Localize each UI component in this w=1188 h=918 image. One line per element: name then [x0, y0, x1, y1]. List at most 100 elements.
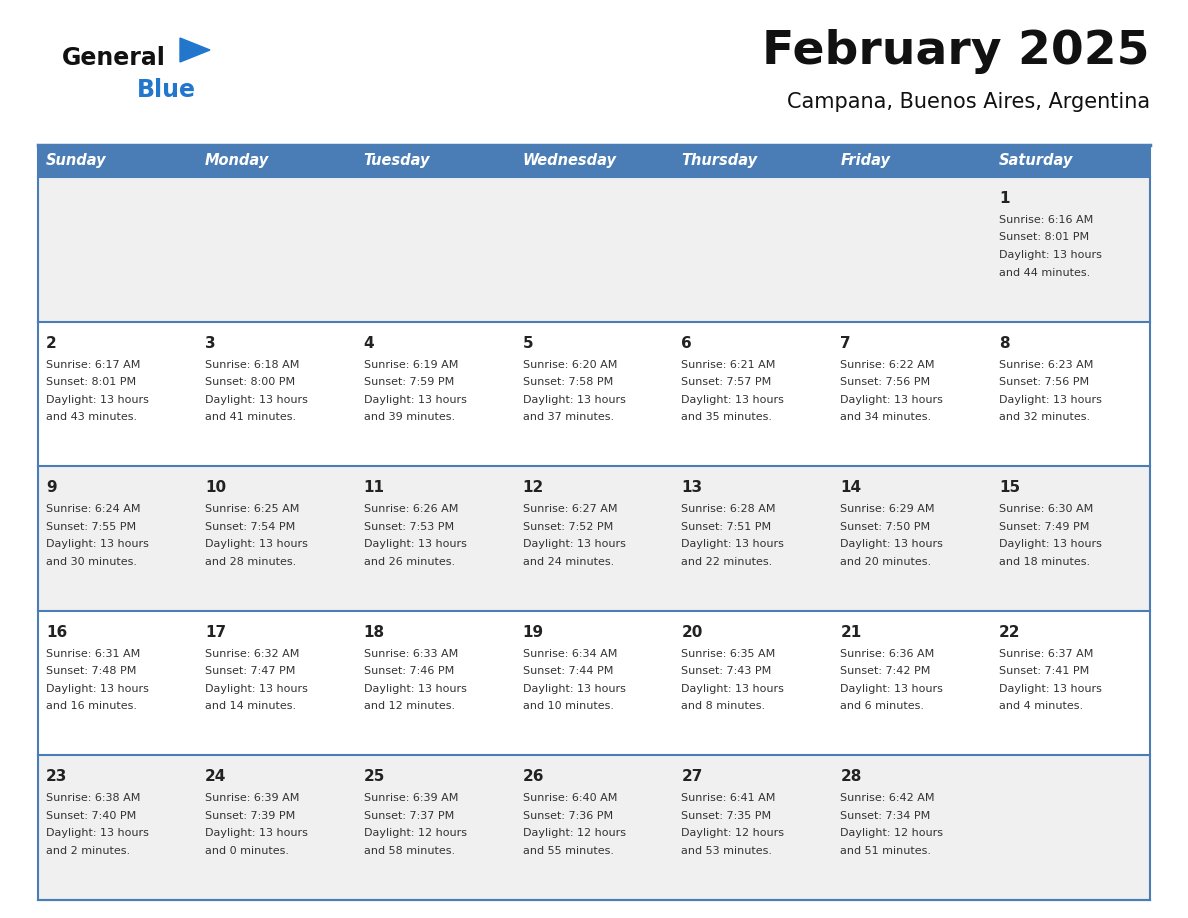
Polygon shape [181, 38, 210, 62]
Text: Sunset: 7:40 PM: Sunset: 7:40 PM [46, 811, 137, 821]
Text: Daylight: 13 hours: Daylight: 13 hours [840, 395, 943, 405]
Text: Daylight: 13 hours: Daylight: 13 hours [840, 539, 943, 549]
Text: Sunset: 7:59 PM: Sunset: 7:59 PM [364, 377, 454, 387]
Text: and 44 minutes.: and 44 minutes. [999, 267, 1091, 277]
Text: Sunset: 7:35 PM: Sunset: 7:35 PM [682, 811, 771, 821]
Text: 20: 20 [682, 625, 703, 640]
Text: and 53 minutes.: and 53 minutes. [682, 845, 772, 856]
Text: Daylight: 12 hours: Daylight: 12 hours [840, 828, 943, 838]
Text: Sunset: 7:34 PM: Sunset: 7:34 PM [840, 811, 930, 821]
Text: Monday: Monday [204, 153, 270, 169]
Text: 1: 1 [999, 191, 1010, 206]
Text: and 10 minutes.: and 10 minutes. [523, 701, 613, 711]
Text: Sunrise: 6:31 AM: Sunrise: 6:31 AM [46, 649, 140, 659]
Text: and 16 minutes.: and 16 minutes. [46, 701, 137, 711]
Text: Sunrise: 6:23 AM: Sunrise: 6:23 AM [999, 360, 1093, 370]
Text: 14: 14 [840, 480, 861, 495]
Text: 4: 4 [364, 336, 374, 351]
Text: Daylight: 13 hours: Daylight: 13 hours [840, 684, 943, 694]
Text: and 58 minutes.: and 58 minutes. [364, 845, 455, 856]
Text: Sunrise: 6:42 AM: Sunrise: 6:42 AM [840, 793, 935, 803]
Text: Sunrise: 6:41 AM: Sunrise: 6:41 AM [682, 793, 776, 803]
Text: and 30 minutes.: and 30 minutes. [46, 556, 137, 566]
Text: Sunset: 7:57 PM: Sunset: 7:57 PM [682, 377, 772, 387]
Text: 6: 6 [682, 336, 693, 351]
Bar [197, 145, 355, 177]
Text: 11: 11 [364, 480, 385, 495]
Text: and 41 minutes.: and 41 minutes. [204, 412, 296, 422]
Text: 19: 19 [523, 625, 544, 640]
Text: Sunset: 7:54 PM: Sunset: 7:54 PM [204, 521, 295, 532]
Text: Campana, Buenos Aires, Argentina: Campana, Buenos Aires, Argentina [786, 92, 1150, 112]
Text: Daylight: 13 hours: Daylight: 13 hours [204, 828, 308, 838]
Text: Daylight: 13 hours: Daylight: 13 hours [364, 395, 467, 405]
Text: and 34 minutes.: and 34 minutes. [840, 412, 931, 422]
Text: 26: 26 [523, 769, 544, 784]
Text: Sunset: 7:44 PM: Sunset: 7:44 PM [523, 666, 613, 677]
Text: and 26 minutes.: and 26 minutes. [364, 556, 455, 566]
Text: Sunset: 7:58 PM: Sunset: 7:58 PM [523, 377, 613, 387]
Text: Sunrise: 6:39 AM: Sunrise: 6:39 AM [204, 793, 299, 803]
Text: Sunset: 7:43 PM: Sunset: 7:43 PM [682, 666, 772, 677]
Text: 8: 8 [999, 336, 1010, 351]
Text: Daylight: 13 hours: Daylight: 13 hours [46, 395, 148, 405]
Text: Daylight: 13 hours: Daylight: 13 hours [999, 395, 1102, 405]
Text: Daylight: 13 hours: Daylight: 13 hours [46, 539, 148, 549]
Text: 3: 3 [204, 336, 215, 351]
Text: Friday: Friday [840, 153, 890, 169]
Text: Sunrise: 6:37 AM: Sunrise: 6:37 AM [999, 649, 1093, 659]
Text: Sunrise: 6:17 AM: Sunrise: 6:17 AM [46, 360, 140, 370]
Text: Thursday: Thursday [682, 153, 758, 169]
Text: Daylight: 13 hours: Daylight: 13 hours [46, 828, 148, 838]
Text: and 51 minutes.: and 51 minutes. [840, 845, 931, 856]
Text: Daylight: 13 hours: Daylight: 13 hours [999, 684, 1102, 694]
Text: Sunset: 7:52 PM: Sunset: 7:52 PM [523, 521, 613, 532]
Text: Sunrise: 6:39 AM: Sunrise: 6:39 AM [364, 793, 459, 803]
Text: Sunrise: 6:18 AM: Sunrise: 6:18 AM [204, 360, 299, 370]
Text: Tuesday: Tuesday [364, 153, 430, 169]
Text: 28: 28 [840, 769, 861, 784]
Text: and 0 minutes.: and 0 minutes. [204, 845, 289, 856]
Bar [38, 756, 1150, 900]
Text: Sunrise: 6:36 AM: Sunrise: 6:36 AM [840, 649, 935, 659]
Text: Sunrise: 6:38 AM: Sunrise: 6:38 AM [46, 793, 140, 803]
Text: and 32 minutes.: and 32 minutes. [999, 412, 1091, 422]
Text: 23: 23 [46, 769, 68, 784]
Text: Sunset: 7:48 PM: Sunset: 7:48 PM [46, 666, 137, 677]
Text: Daylight: 13 hours: Daylight: 13 hours [523, 539, 625, 549]
Text: Daylight: 13 hours: Daylight: 13 hours [204, 539, 308, 549]
Text: February 2025: February 2025 [763, 29, 1150, 74]
Bar [38, 610, 1150, 756]
Text: 22: 22 [999, 625, 1020, 640]
Text: Sunrise: 6:26 AM: Sunrise: 6:26 AM [364, 504, 459, 514]
Text: 13: 13 [682, 480, 702, 495]
Text: and 8 minutes.: and 8 minutes. [682, 701, 765, 711]
Text: and 35 minutes.: and 35 minutes. [682, 412, 772, 422]
Bar [514, 145, 674, 177]
Text: Sunset: 7:56 PM: Sunset: 7:56 PM [999, 377, 1089, 387]
Text: Daylight: 13 hours: Daylight: 13 hours [682, 539, 784, 549]
Text: 5: 5 [523, 336, 533, 351]
Text: 24: 24 [204, 769, 226, 784]
Text: Sunset: 7:51 PM: Sunset: 7:51 PM [682, 521, 771, 532]
Text: Sunrise: 6:22 AM: Sunrise: 6:22 AM [840, 360, 935, 370]
Text: Sunrise: 6:28 AM: Sunrise: 6:28 AM [682, 504, 776, 514]
Text: Daylight: 13 hours: Daylight: 13 hours [523, 684, 625, 694]
Text: 25: 25 [364, 769, 385, 784]
Text: and 39 minutes.: and 39 minutes. [364, 412, 455, 422]
Text: Sunset: 8:01 PM: Sunset: 8:01 PM [999, 232, 1089, 242]
Text: 15: 15 [999, 480, 1020, 495]
Text: Sunrise: 6:21 AM: Sunrise: 6:21 AM [682, 360, 776, 370]
Text: and 2 minutes.: and 2 minutes. [46, 845, 131, 856]
Text: Sunrise: 6:27 AM: Sunrise: 6:27 AM [523, 504, 617, 514]
Text: Sunset: 8:00 PM: Sunset: 8:00 PM [204, 377, 295, 387]
Text: Sunset: 7:55 PM: Sunset: 7:55 PM [46, 521, 137, 532]
Bar [833, 145, 991, 177]
Text: and 6 minutes.: and 6 minutes. [840, 701, 924, 711]
Text: Wednesday: Wednesday [523, 153, 617, 169]
Text: Sunset: 7:37 PM: Sunset: 7:37 PM [364, 811, 454, 821]
Text: Daylight: 12 hours: Daylight: 12 hours [682, 828, 784, 838]
Text: Sunrise: 6:35 AM: Sunrise: 6:35 AM [682, 649, 776, 659]
Text: Sunset: 8:01 PM: Sunset: 8:01 PM [46, 377, 137, 387]
Text: Daylight: 13 hours: Daylight: 13 hours [204, 395, 308, 405]
